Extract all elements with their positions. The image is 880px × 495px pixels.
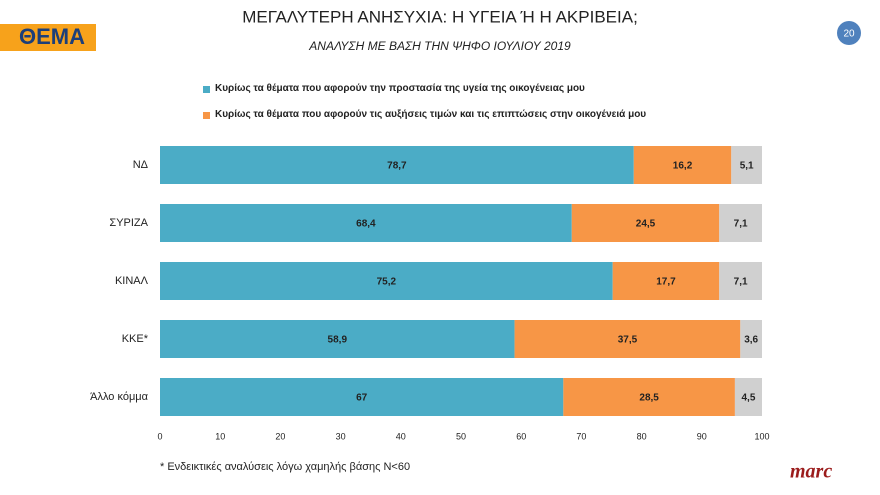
legend-entry: Κυρίως τα θέματα που αφορούν την προστασ… (203, 82, 663, 96)
x-tick-label: 10 (215, 431, 225, 441)
footnote: * Ενδεικτικές αναλύσεις λόγω χαμηλής βάσ… (160, 461, 410, 473)
logo: ΘΕΜΑ (19, 24, 85, 49)
value-label: 7,1 (734, 219, 748, 230)
y-tick-label: ΝΔ (133, 159, 149, 171)
value-label: 75,2 (377, 277, 397, 288)
bar-segment (612, 262, 720, 300)
value-label: 5,1 (740, 161, 754, 172)
value-label: 24,5 (636, 219, 656, 230)
y-tick-label: ΚΚΕ* (122, 333, 149, 345)
x-tick-label: 0 (157, 431, 162, 441)
page-number: 20 (843, 29, 855, 40)
y-tick-label: Άλλο κόμμα (90, 391, 149, 403)
bar-segment (514, 320, 741, 358)
value-label: 7,1 (734, 277, 748, 288)
x-tick-label: 70 (576, 431, 586, 441)
bar-segment (731, 146, 762, 184)
logo-box (0, 24, 96, 51)
value-label: 68,4 (356, 219, 376, 230)
x-tick-label: 20 (275, 431, 285, 441)
bar-segment (740, 320, 762, 358)
y-tick-label: ΣΥΡΙΖΑ (109, 217, 148, 229)
bar-segment (160, 204, 572, 242)
brand: marc (790, 461, 832, 483)
bar-segment (734, 378, 762, 416)
value-label: 37,5 (618, 335, 638, 346)
x-tick-label: 30 (336, 431, 346, 441)
y-tick-label: ΚΙΝΑΛ (115, 275, 149, 287)
value-label: 78,7 (387, 161, 407, 172)
x-tick-label: 80 (637, 431, 647, 441)
value-label: 28,5 (639, 393, 659, 404)
x-tick-label: 50 (456, 431, 466, 441)
legend-swatch (203, 86, 210, 93)
x-tick-label: 90 (697, 431, 707, 441)
bar-segment (719, 262, 762, 300)
page-badge (837, 21, 861, 45)
value-label: 16,2 (673, 161, 693, 172)
chart-subtitle: ΑΝΑΛΥΣΗ ΜΕ ΒΑΣΗ ΤΗΝ ΨΗΦΟ ΙΟΥΛΙΟΥ 2019 (308, 39, 571, 53)
bar-segment (160, 262, 613, 300)
x-tick-label: 40 (396, 431, 406, 441)
legend: Κυρίως τα θέματα που αφορούν την προστασ… (203, 82, 663, 134)
x-tick-label: 60 (516, 431, 526, 441)
value-label: 17,7 (656, 277, 676, 288)
bar-segment (160, 378, 564, 416)
bar-segment (571, 204, 720, 242)
legend-label: Κυρίως τα θέματα που αφορούν την προστασ… (215, 83, 585, 94)
value-label: 58,9 (328, 335, 348, 346)
chart-title: ΜΕΓΑΛΥΤΕΡΗ ΑΝΗΣΥΧΙΑ: Η ΥΓΕΙΑ Ή Η ΑΚΡΙΒΕΙ… (242, 7, 638, 26)
bar-segment (563, 378, 735, 416)
bar-segment (719, 204, 762, 242)
value-label: 4,5 (742, 393, 756, 404)
x-tick-label: 100 (754, 431, 769, 441)
bar-segment (633, 146, 732, 184)
bar-segment (160, 320, 515, 358)
value-label: 3,6 (744, 335, 758, 346)
legend-swatch (203, 112, 210, 119)
legend-entry: Κυρίως τα θέματα που αφορούν τις αυξήσει… (203, 108, 663, 122)
value-label: 67 (356, 393, 368, 404)
legend-label: Κυρίως τα θέματα που αφορούν τις αυξήσει… (215, 109, 647, 120)
bar-segment (160, 146, 634, 184)
